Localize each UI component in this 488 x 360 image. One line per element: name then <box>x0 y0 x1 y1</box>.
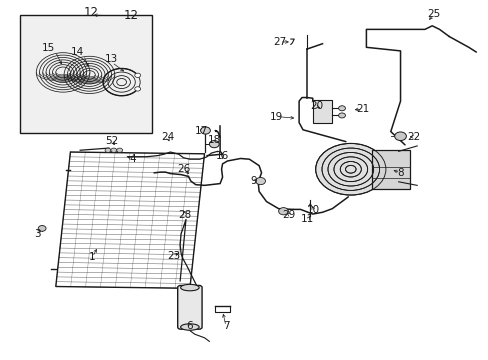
Text: 28: 28 <box>178 210 191 220</box>
Circle shape <box>38 226 46 231</box>
Text: 4: 4 <box>129 154 135 164</box>
Text: 29: 29 <box>282 210 295 220</box>
Text: 22: 22 <box>407 132 420 142</box>
Text: 24: 24 <box>161 132 174 142</box>
Circle shape <box>209 140 219 148</box>
Text: 9: 9 <box>249 176 256 186</box>
Text: 3: 3 <box>34 229 41 239</box>
Text: 7: 7 <box>222 321 229 331</box>
Bar <box>371 149 409 189</box>
Circle shape <box>200 127 210 134</box>
Circle shape <box>315 143 385 195</box>
Text: 14: 14 <box>71 47 84 57</box>
Circle shape <box>338 113 345 118</box>
Circle shape <box>105 148 111 152</box>
Text: 23: 23 <box>167 251 180 261</box>
Text: 13: 13 <box>105 54 118 64</box>
Circle shape <box>394 132 406 140</box>
Text: 12: 12 <box>123 9 139 22</box>
Text: 27: 27 <box>272 37 285 47</box>
Text: 16: 16 <box>216 150 229 161</box>
Text: 10: 10 <box>306 206 320 216</box>
Circle shape <box>111 148 117 152</box>
Text: 15: 15 <box>42 44 55 53</box>
Circle shape <box>255 177 265 185</box>
Text: 12: 12 <box>83 6 98 19</box>
Bar <box>312 100 331 123</box>
Circle shape <box>117 148 122 152</box>
Circle shape <box>338 106 345 111</box>
Text: 25: 25 <box>426 9 439 19</box>
Bar <box>20 15 152 134</box>
Text: 52: 52 <box>105 136 118 145</box>
Ellipse shape <box>180 324 199 330</box>
Text: 19: 19 <box>269 112 282 122</box>
Circle shape <box>135 73 141 77</box>
Text: 8: 8 <box>396 168 403 178</box>
Circle shape <box>278 208 288 215</box>
Text: 20: 20 <box>309 102 323 112</box>
Text: 1: 1 <box>89 252 96 262</box>
Text: 18: 18 <box>207 135 221 145</box>
Text: 21: 21 <box>355 104 368 114</box>
Text: 6: 6 <box>186 321 193 331</box>
Circle shape <box>135 87 141 91</box>
Polygon shape <box>56 152 204 288</box>
Ellipse shape <box>180 284 199 291</box>
Text: 26: 26 <box>177 163 190 174</box>
FancyBboxPatch shape <box>177 285 202 329</box>
Text: 17: 17 <box>195 126 208 135</box>
Text: 11: 11 <box>301 215 314 224</box>
